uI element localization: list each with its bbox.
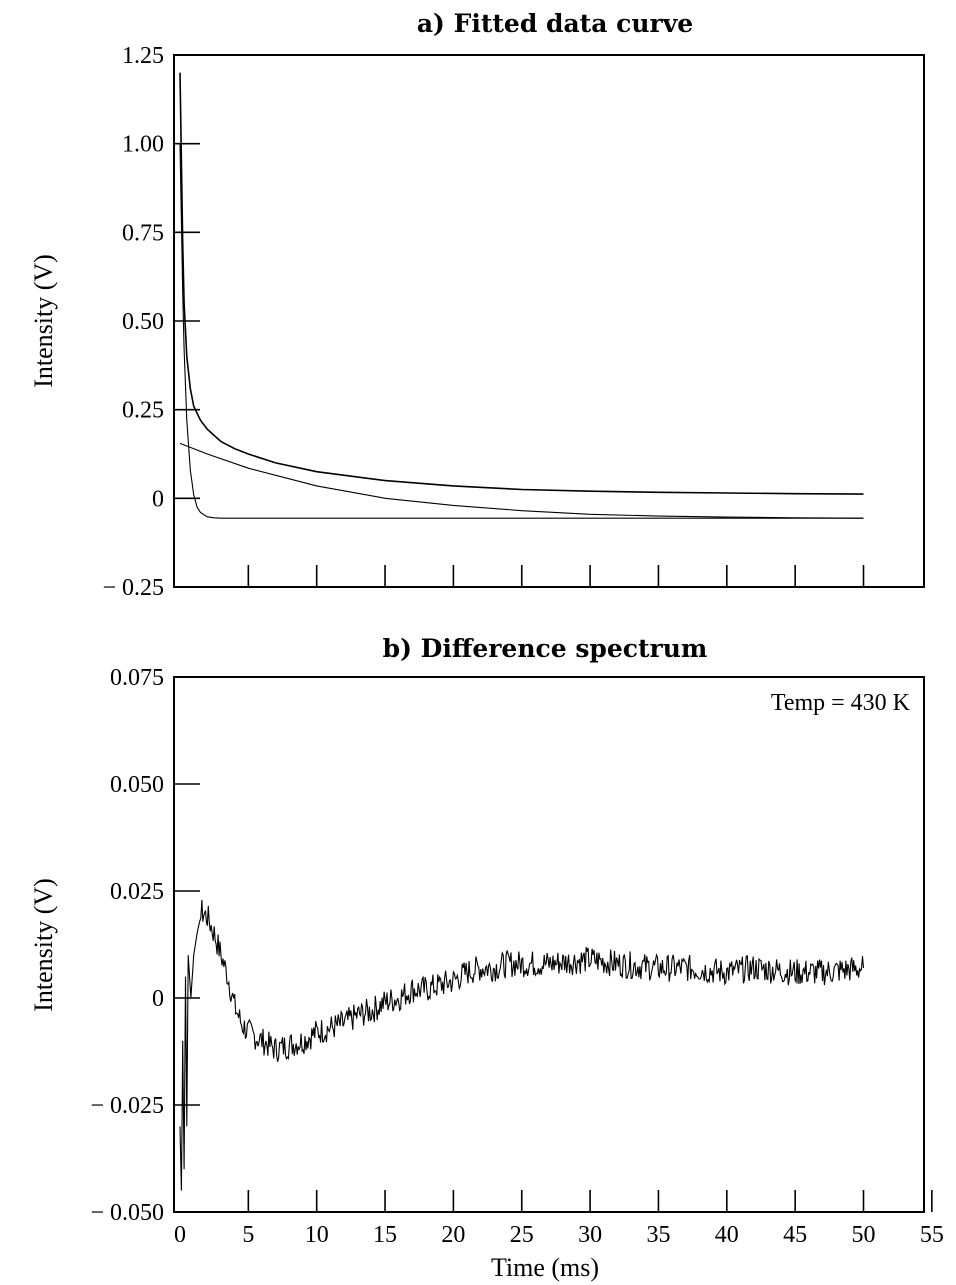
panel-a-y-tick-label: 1.25 <box>122 43 164 69</box>
panel-b-x-axis-label: Time (ms) <box>491 1253 599 1282</box>
panel-a-series-2-line <box>179 143 864 519</box>
panel-b-y-tick-label: − 0.025 <box>90 1093 164 1119</box>
panel-a: a) Fitted data curve 1.25 1.00 0.75 0.50 0.2… <box>29 9 925 601</box>
panel-b-x-tick-label: 10 <box>305 1222 329 1248</box>
panel-b-plot-area <box>179 899 865 1191</box>
panel-b-y-tick-label: 0.050 <box>110 772 164 798</box>
panel-b-x-tick-label: 5 <box>242 1222 254 1248</box>
panel-a-x-axis <box>247 565 865 587</box>
panel-b-frame <box>173 676 925 1213</box>
panel-a-y-tick-label: − 0.25 <box>102 575 164 601</box>
panel-b-x-tick-label: 45 <box>783 1222 807 1248</box>
panel-a-y-tick-label: 0.50 <box>122 309 164 335</box>
panel-b-x-tick-label: 35 <box>646 1222 670 1248</box>
panel-a-y-tick-label: 0.25 <box>122 398 164 424</box>
panel-a-y-tick-label: 0 <box>152 486 164 512</box>
panel-b-series-1-line <box>179 899 865 1191</box>
panel-a-plot-area <box>179 72 864 519</box>
panel-b-x-tick-label: 25 <box>510 1222 534 1248</box>
panel-b-x-tick-label: 20 <box>441 1222 465 1248</box>
panel-b-x-tick-label: 30 <box>578 1222 602 1248</box>
panel-b-title: b) Difference spectrum <box>383 634 708 663</box>
panel-a-title: a) Fitted data curve <box>417 9 693 38</box>
panel-b-x-axis: 0 5 10 15 20 25 30 35 40 45 50 55 <box>174 1190 944 1248</box>
panel-a-series-3-line <box>179 442 864 519</box>
temperature-annotation: Temp = 430 K <box>771 690 911 716</box>
panel-b-y-tick-label: − 0.050 <box>90 1200 164 1226</box>
panel-b-x-tick-label: 55 <box>920 1222 944 1248</box>
panel-a-y-tick-label: 1.00 <box>122 132 164 158</box>
panel-b-y-axis: 0.075 0.050 0.025 0 − 0.025 − 0.050 <box>90 665 200 1226</box>
panel-b-y-tick-label: 0.075 <box>110 665 164 691</box>
panel-b-x-tick-label: 15 <box>373 1222 397 1248</box>
panel-b-y-tick-label: 0 <box>152 986 164 1012</box>
panel-b-x-tick-label: 40 <box>715 1222 739 1248</box>
panel-b-y-axis-label: Intensity (V) <box>29 878 58 1012</box>
panel-a-y-axis: 1.25 1.00 0.75 0.50 0.25 0 − 0.25 <box>102 43 200 601</box>
panel-a-y-axis-label: Intensity (V) <box>29 254 58 388</box>
panel-b-y-tick-label: 0.025 <box>110 879 164 905</box>
panel-b: b) Difference spectrum 0.0750.0500.0250−… <box>29 634 944 1282</box>
panel-a-series-1-line <box>179 72 864 495</box>
panel-a-frame <box>173 54 925 588</box>
panel-b-x-tick-label: 0 <box>174 1222 186 1248</box>
panel-a-y-tick-label: 0.75 <box>122 220 164 246</box>
panel-b-x-tick-label: 50 <box>852 1222 876 1248</box>
